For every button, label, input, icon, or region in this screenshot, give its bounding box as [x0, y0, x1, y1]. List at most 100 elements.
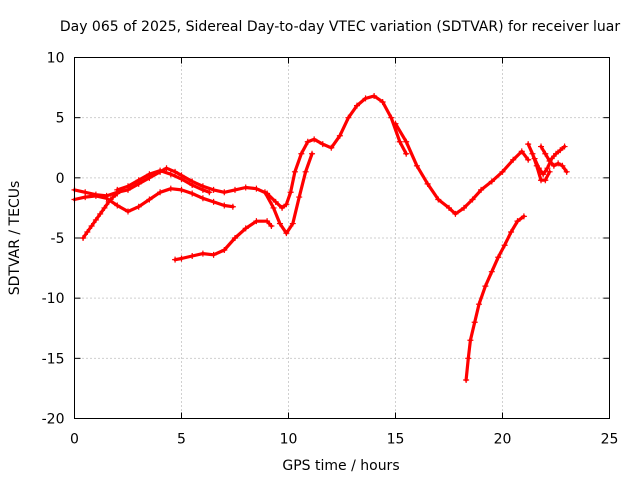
y-tick-label: -20	[42, 412, 65, 428]
data-point	[261, 189, 268, 196]
data-point	[105, 198, 112, 205]
series-trace	[393, 122, 530, 216]
y-axis-label: SDTVAR / TECUs	[7, 181, 23, 296]
data-point	[501, 242, 508, 249]
series-arc-lower-left	[71, 185, 236, 215]
data-point	[272, 198, 279, 205]
data-point	[157, 189, 164, 196]
series-trace	[263, 152, 314, 235]
data-point	[531, 155, 538, 162]
series-arc-afternoon	[392, 120, 532, 217]
data-point	[345, 114, 352, 121]
data-point	[291, 168, 298, 175]
series-trace	[115, 169, 211, 194]
data-point	[172, 168, 179, 175]
data-point	[101, 204, 108, 211]
tick-labels: 0 5 10 15 20 25 -20 -15 -10 -5 0 5 10	[42, 51, 619, 448]
data-point	[475, 301, 482, 308]
data-point	[163, 165, 170, 172]
data-point	[242, 184, 249, 191]
data-point	[167, 171, 174, 178]
y-tick-label: -5	[51, 231, 65, 247]
x-tick-label: 5	[177, 432, 186, 448]
data-point	[555, 160, 562, 167]
data-point	[221, 189, 228, 196]
data-point	[525, 141, 532, 148]
data-point	[563, 168, 570, 175]
data-point	[482, 283, 489, 290]
data-point	[535, 165, 542, 172]
data-point	[172, 256, 179, 263]
data-point	[189, 182, 196, 189]
data-point	[452, 210, 459, 217]
data-point	[319, 141, 326, 148]
data-point	[232, 235, 238, 241]
data-point	[446, 204, 452, 211]
data-point	[463, 376, 470, 383]
data-point	[189, 190, 196, 197]
data-point	[287, 189, 294, 196]
data-point	[82, 194, 89, 201]
data-point	[289, 220, 296, 227]
data-point	[460, 204, 467, 211]
data-point	[499, 168, 506, 175]
data-point	[371, 93, 378, 100]
data-point	[336, 132, 343, 139]
data-series	[71, 93, 570, 383]
data-point	[114, 202, 121, 209]
data-point	[309, 150, 316, 157]
series-trace	[173, 219, 273, 262]
data-point	[296, 194, 303, 201]
data-point	[97, 210, 104, 217]
data-point	[488, 268, 495, 275]
data-point	[435, 196, 442, 203]
series-arc-late-2	[538, 143, 570, 175]
series-trace	[72, 94, 408, 210]
series-arc-early-rise	[80, 190, 121, 241]
series-arc-low-mid	[172, 218, 275, 263]
x-axis-label: GPS time / hours	[282, 458, 399, 474]
data-point	[550, 162, 557, 169]
data-point	[199, 186, 206, 193]
data-point	[413, 162, 420, 169]
data-point	[80, 235, 87, 241]
data-point	[178, 176, 185, 183]
data-point	[221, 202, 228, 209]
series-trace	[533, 144, 567, 176]
data-point	[146, 171, 153, 178]
data-point	[253, 185, 260, 192]
data-point	[276, 220, 283, 227]
data-point	[525, 156, 532, 163]
data-point	[553, 150, 559, 157]
data-point	[396, 138, 403, 145]
data-point	[311, 136, 318, 143]
data-point	[379, 99, 386, 106]
data-point	[424, 180, 431, 187]
data-point	[328, 144, 335, 151]
data-point	[206, 189, 213, 196]
data-point	[92, 216, 99, 223]
data-point	[514, 218, 521, 225]
data-point	[520, 213, 527, 220]
x-tick-label: 0	[70, 432, 79, 448]
data-point	[167, 185, 174, 192]
data-point	[388, 114, 395, 121]
data-point	[392, 120, 399, 127]
chart-title: Day 065 of 2025, Sidereal Day-to-day VTE…	[60, 19, 621, 35]
data-point	[362, 95, 369, 102]
data-point	[103, 195, 110, 202]
data-point	[478, 186, 485, 193]
series-arc-late-1	[525, 141, 553, 184]
data-point	[538, 143, 545, 150]
x-tick-label: 20	[494, 432, 512, 448]
series-arc-main	[71, 93, 410, 211]
data-point	[467, 337, 474, 344]
data-point	[302, 168, 309, 175]
data-point	[510, 156, 517, 163]
axis-ticks	[74, 57, 610, 419]
data-point	[253, 218, 260, 225]
data-point	[199, 195, 206, 202]
data-point	[557, 147, 564, 154]
data-point	[135, 203, 142, 210]
